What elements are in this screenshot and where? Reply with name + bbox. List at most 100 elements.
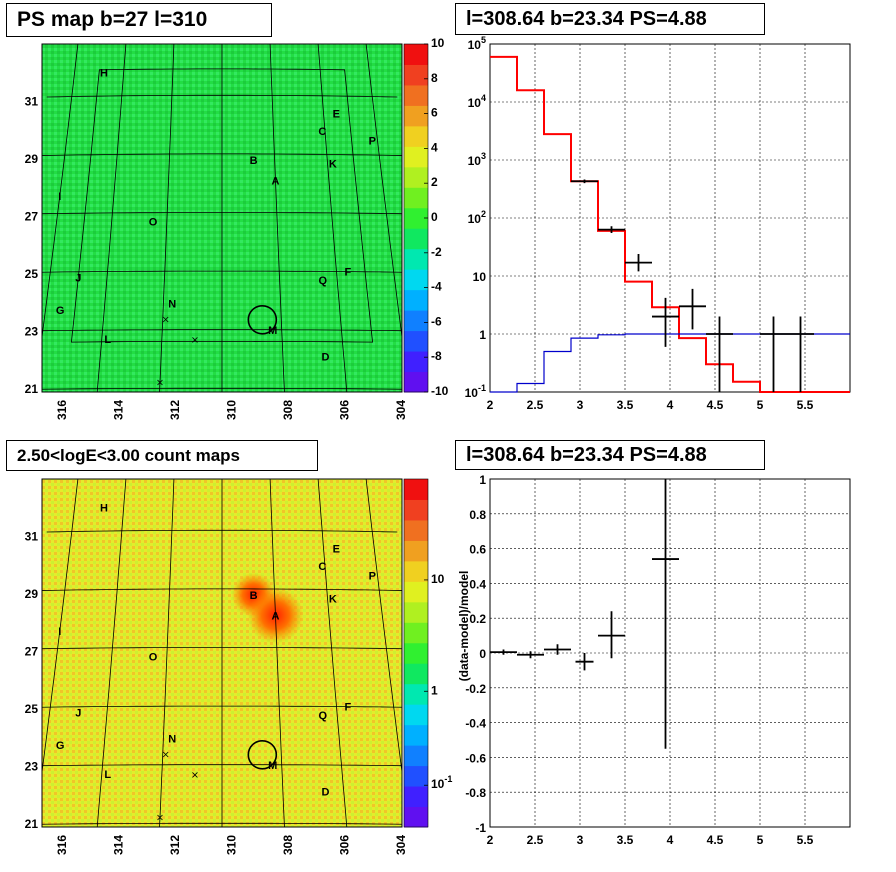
meridian-line [317,479,348,827]
colorbar-swatch [404,146,428,168]
residual-y-axis-label: (data-model)/model [457,571,471,682]
residual-point [490,649,517,655]
meridian-line [159,479,175,827]
candidate-circle [247,304,278,335]
meridian-line [159,44,175,392]
cross-marker [26,804,31,809]
colorbar-swatch [404,745,428,767]
residual-point [517,651,544,659]
data-point [652,297,679,347]
y-tick-label: 0.2 [469,612,486,626]
parallel-line [46,94,398,98]
candidate-circle [247,739,278,770]
x-tick-label: 310 [225,835,239,855]
colorbar-tick-label: 10 [431,36,445,50]
y-tick-label: 31 [25,95,39,109]
y-tick-label: 0.4 [469,577,486,591]
spectrum-series [490,55,850,393]
colorbar-swatch [404,269,428,291]
colorbar-swatch [404,540,428,562]
y-tick-label: 1 [479,473,486,487]
y-tick-label: 25 [25,267,39,281]
colorbar-swatch [404,622,428,644]
y-tick-label: 10 [473,270,487,284]
data-point [598,226,625,234]
x-tick-label: 316 [55,835,69,855]
source-label-q: Q [319,710,328,722]
residual-point [544,644,571,655]
data-point [625,253,652,272]
colorbar-swatch [404,724,428,746]
meridian-line [365,44,402,340]
roi-boundary [70,68,374,343]
x-tick-label: 2 [487,833,494,847]
count-map-ticks: 316 314 312 310 308 306 304 21 23 25 27 29 31 [25,530,408,856]
x-tick-label: 4 [667,833,674,847]
colorbar-swatch [404,704,428,726]
colorbar-swatch [404,289,428,311]
y-tick-label: 0.6 [469,543,486,557]
x-tick-label: 308 [281,835,295,855]
source-label-l: L [104,769,111,781]
colorbar-swatch [404,44,428,65]
x-tick-label: 5 [757,833,764,847]
residual-panel: 2 2.5 3 3.5 4 4.5 5 5.5 -1 -0.8 -0.6 -0.4 -0.2 0 0.2 0.… [457,473,851,847]
colorbar-swatch [404,683,428,705]
x-tick-label: 304 [394,835,408,855]
data-point [706,316,733,392]
parallel-line [42,387,402,390]
colorbar-tick-label: 6 [431,106,438,120]
colorbar-swatch [404,310,428,332]
y-tick-label: 29 [25,152,39,166]
colorbar-swatch [404,663,428,685]
count-map-colorbar: 10-1 1 10 [403,478,452,828]
ps-map-title: PS map b=27 l=310 [6,3,272,37]
residual-point [575,653,594,671]
parallel-line [42,270,402,273]
y-tick-label: 23 [25,760,39,774]
residual-ticks: 2 2.5 3 3.5 4 4.5 5 5.5 -1 -0.8 -0.6 -0.4 -0.2 0 0.2 0.… [465,473,813,847]
colorbar-tick-label: -8 [431,349,442,363]
x-tick-label: 314 [112,400,126,420]
colorbar-swatch [404,601,428,623]
colorbar-tick-label: 10 [431,572,445,586]
data-point [679,288,706,330]
source-label-h: H [100,503,108,515]
y-tick-label: 29 [25,587,39,601]
source-label-l: L [104,334,111,346]
parallel-line [46,529,398,533]
colorbar-swatch [404,371,428,393]
y-tick-label: 1 [479,328,486,342]
y-tick-label: -0.6 [465,751,486,765]
spectrum-panel: 2 2.5 3 3.5 4 4.5 5 5.5 10-1 1 10 102 103 104 105 [465,35,851,412]
source-label-a: A [272,175,280,187]
source-label-o: O [149,651,158,663]
x-tick-label: 306 [338,400,352,420]
y-tick-label: 10-1 [465,383,486,400]
x-tick-label: 2.5 [527,398,544,412]
x-tick-label: 4.5 [707,833,724,847]
meridian-line [96,479,127,827]
data-point [760,316,787,392]
meridian-line [42,479,79,775]
meridian-line [42,44,79,340]
count-map-grid [42,479,402,827]
y-tick-label: 0 [479,647,486,661]
y-tick-label: 31 [25,530,39,544]
source-label-h: H [100,68,108,80]
ps-map-overlay: H EC P B K A I O J F Q G N L M D [56,68,376,386]
y-tick-label: -1 [475,821,486,835]
x-tick-label: 314 [112,835,126,855]
colorbar-swatch [404,479,428,500]
y-tick-label: -0.8 [465,786,486,800]
y-tick-label: 27 [25,645,39,659]
residual-point [598,611,625,659]
source-label-a: A [272,610,280,622]
cross-marker [192,772,198,778]
colorbar-tick-label: 0 [431,210,438,224]
colorbar-swatch [404,330,428,352]
x-tick-label: 3.5 [617,833,634,847]
source-label-p: P [369,570,376,582]
meridian-line [269,44,285,392]
meridian-line [269,479,285,827]
